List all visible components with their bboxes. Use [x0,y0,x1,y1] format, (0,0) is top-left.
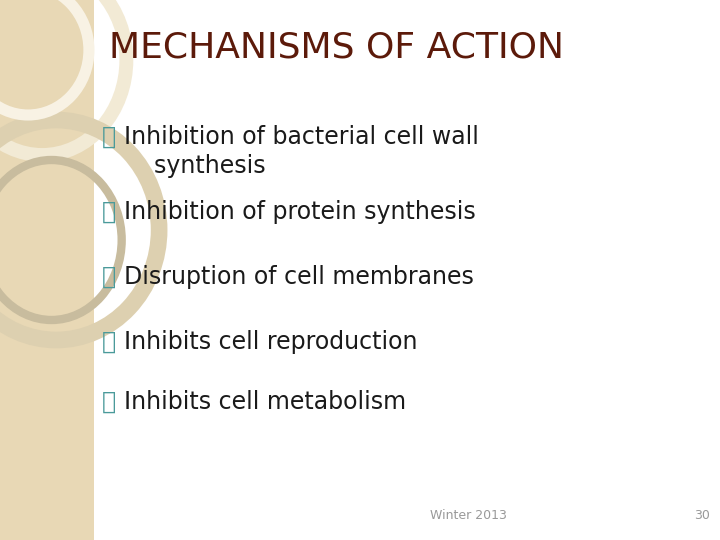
Text: Disruption of cell membranes: Disruption of cell membranes [124,265,474,289]
Text: Inhibits cell reproduction: Inhibits cell reproduction [124,330,417,354]
Bar [0,0,94,540]
Text: Inhibition of protein synthesis: Inhibition of protein synthesis [124,200,475,224]
Text: MECHANISMS OF ACTION: MECHANISMS OF ACTION [109,30,564,64]
Text: Inhibits cell metabolism: Inhibits cell metabolism [124,390,406,414]
Text: Winter 2013: Winter 2013 [430,509,507,522]
Text: ⦾: ⦾ [102,330,116,354]
Text: ⦾: ⦾ [102,125,116,149]
Text: Inhibition of bacterial cell wall
    synthesis: Inhibition of bacterial cell wall synthe… [124,125,479,178]
Text: ⦾: ⦾ [102,390,116,414]
Text: 30: 30 [694,509,710,522]
Text: ⦾: ⦾ [102,200,116,224]
Text: ⦾: ⦾ [102,265,116,289]
